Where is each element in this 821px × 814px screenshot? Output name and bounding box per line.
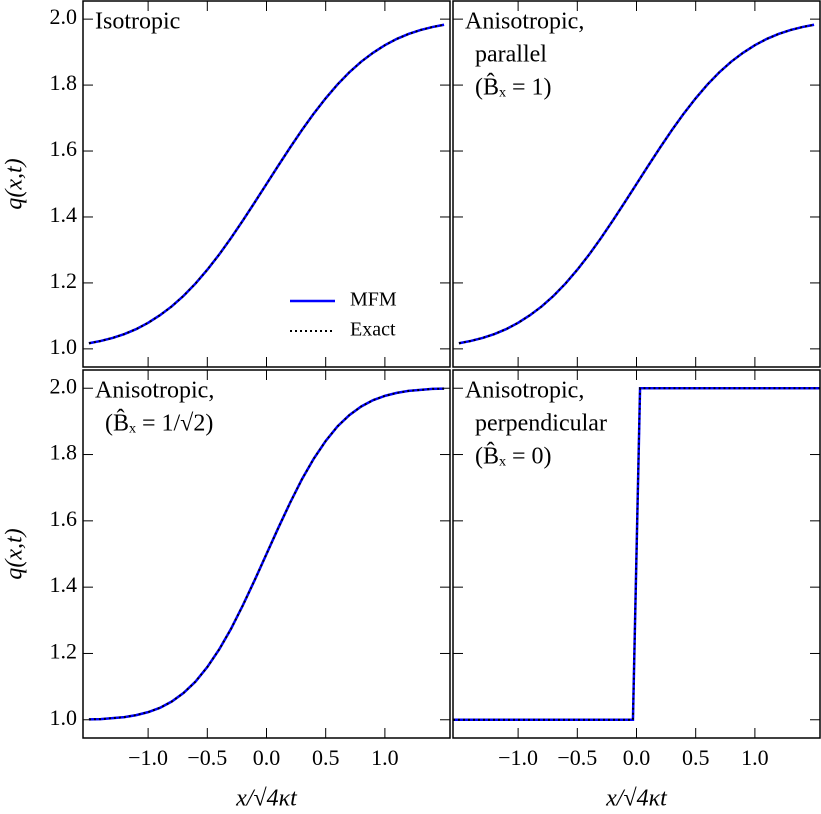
y-tick-label: 1.6 xyxy=(50,506,78,531)
x-axis-label: x/√4κt xyxy=(605,786,668,812)
y-tick-label: 2.0 xyxy=(50,4,78,29)
x-tick-label: 0.5 xyxy=(682,745,710,770)
axes-frame xyxy=(82,0,451,368)
x-tick-label: −0.5 xyxy=(187,745,227,770)
x-tick-label: −0.5 xyxy=(557,745,597,770)
annotation: parallel xyxy=(475,42,547,68)
annotation: (B̂ₓ = 1/√2) xyxy=(105,409,213,437)
x-axis-label: x/√4κt xyxy=(235,786,298,812)
annotation: Anisotropic, xyxy=(465,378,584,404)
x-tick-label: −1.0 xyxy=(128,745,168,770)
annotation: Anisotropic, xyxy=(465,9,584,35)
x-tick-label: 0.5 xyxy=(312,745,340,770)
y-tick-label: 1.0 xyxy=(50,334,78,359)
axes-frame xyxy=(82,369,451,739)
y-axis-label: q(x,t) xyxy=(2,158,28,209)
series-line xyxy=(453,387,820,721)
y-tick-label: 1.8 xyxy=(50,70,78,95)
y-tick-label: 1.2 xyxy=(50,639,78,664)
x-tick-label: −1.0 xyxy=(498,745,538,770)
y-tick-label: 1.4 xyxy=(50,202,78,227)
annotation: Anisotropic, xyxy=(95,378,214,404)
annotation: (B̂ₓ = 0) xyxy=(475,442,552,470)
axes-frame xyxy=(452,369,821,739)
x-tick-label: 1.0 xyxy=(741,745,769,770)
annotation: (B̂ₓ = 1) xyxy=(475,73,552,101)
series-line xyxy=(458,23,815,345)
series-line xyxy=(88,23,445,345)
annotation: perpendicular xyxy=(475,411,607,437)
series-line xyxy=(458,23,815,345)
x-tick-label: 1.0 xyxy=(371,745,399,770)
x-tick-label: 0.0 xyxy=(623,745,651,770)
legend-label: Exact xyxy=(350,319,396,341)
x-tick-label: 0.0 xyxy=(253,745,281,770)
series-line xyxy=(88,387,445,721)
y-tick-label: 1.4 xyxy=(50,572,78,597)
y-tick-label: 1.6 xyxy=(50,136,78,161)
y-tick-label: 1.0 xyxy=(50,705,78,730)
annotation: Isotropic xyxy=(95,9,180,35)
y-tick-label: 1.2 xyxy=(50,268,78,293)
y-axis-label: q(x,t) xyxy=(2,528,28,579)
y-tick-label: 1.8 xyxy=(50,440,78,465)
axes-frame xyxy=(452,0,821,368)
legend-label: MFM xyxy=(350,289,397,311)
y-tick-label: 2.0 xyxy=(50,373,78,398)
